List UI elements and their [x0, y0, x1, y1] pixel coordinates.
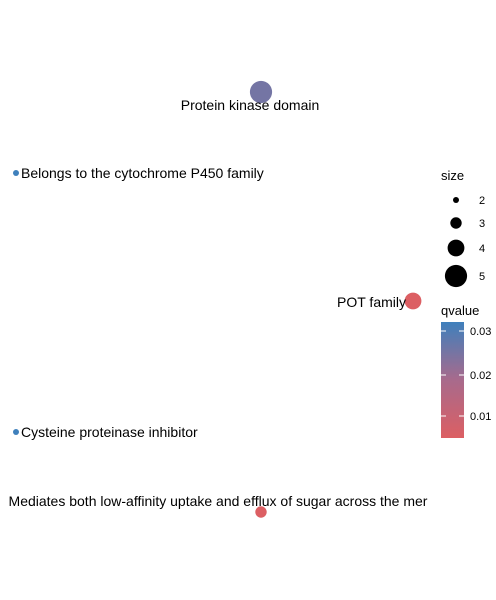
size-legend-label: 3 [479, 218, 485, 230]
size-legend-title: size [441, 168, 464, 183]
size-legend-items: 2 3 4 5 [444, 195, 485, 288]
qvalue-tick-label: 0.02 [470, 370, 491, 382]
qvalue-tick-label: 0.03 [470, 326, 491, 338]
size-legend-key [447, 239, 465, 257]
size-legend-key [453, 197, 459, 203]
size-legend-label: 2 [479, 195, 485, 207]
qvalue-colorbar [441, 322, 464, 438]
data-point [404, 292, 422, 310]
data-point-label: Protein kinase domain [181, 97, 320, 113]
size-legend-key [450, 217, 462, 229]
data-point-label: Cysteine proteinase inhibitor [21, 424, 198, 440]
qvalue-legend-title: qvalue [441, 303, 479, 318]
size-legend-label: 4 [479, 243, 485, 255]
size-legend: size 2 3 4 5 [441, 168, 485, 288]
qvalue-tick-label: 0.01 [470, 411, 491, 423]
data-point-label: POT family [337, 294, 406, 310]
points-layer [13, 80, 422, 518]
data-point [13, 429, 19, 435]
qvalue-ticks: 0.03 0.02 0.01 [441, 326, 491, 423]
size-legend-key [444, 264, 468, 288]
data-point [13, 170, 19, 176]
data-point-label: Belongs to the cytochrome P450 family [21, 165, 264, 181]
labels-layer: Protein kinase domain Belongs to the cyto… [9, 97, 428, 509]
data-point [249, 80, 273, 104]
data-point-label: Mediates both low-affinity uptake and ef… [9, 493, 428, 509]
data-point [255, 506, 267, 518]
size-legend-label: 5 [479, 271, 485, 283]
qvalue-legend: qvalue 0.03 0.02 0.01 [441, 303, 491, 438]
